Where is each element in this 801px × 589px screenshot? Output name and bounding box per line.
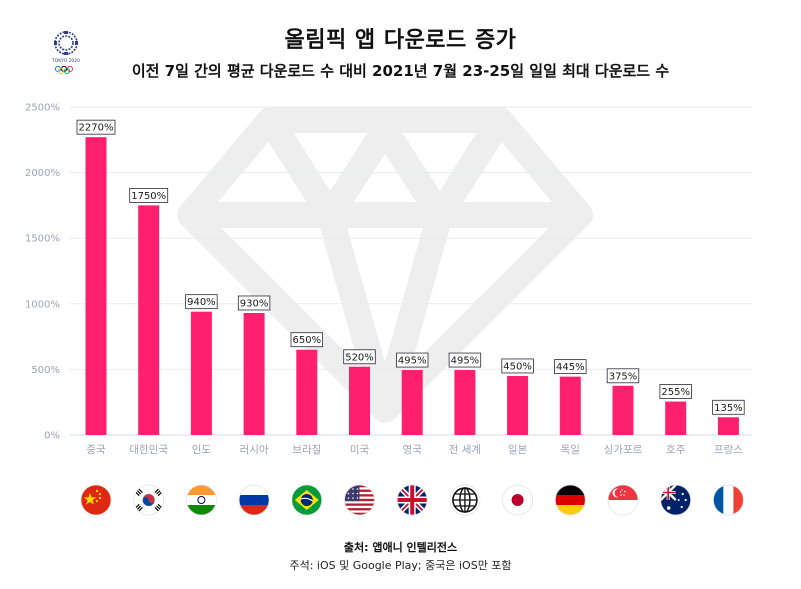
south-korea-flag-icon [133,485,164,515]
data-label-box [185,294,218,310]
india-flag-icon [186,485,217,515]
logo-text: TOKYO 2020 [51,59,80,64]
data-labels: 2270% 1750% 940% 930% 650% 520% 495% 495% 450% 44… [76,119,745,415]
x-tick-label: 미국 [350,444,370,456]
singapore-flag-icon [608,485,638,515]
bar [454,370,476,435]
data-label: 375% [606,368,640,384]
y-tick-label: 0% [44,431,60,442]
china-flag-icon [81,485,111,515]
bar [296,349,318,435]
y-tick-label: 1000% [25,299,60,310]
x-tick-label: 러시아 [240,444,269,456]
x-tick-label: 전 세계 [449,444,481,456]
data-label-text: 445% [556,362,585,373]
bar [138,205,160,435]
y-tick-label: 2500% [25,103,60,114]
x-tick-label: 프랑스 [714,444,743,456]
watermark-diamond [177,107,593,423]
x-tick-label: 싱가포르 [604,444,643,456]
data-label-box [129,187,169,203]
x-tick-label: 인도 [192,444,212,456]
x-tick-label: 브라질 [292,444,321,456]
bar [349,366,370,435]
source-text: 출처: 앱애니 인텔리전스 [343,541,458,554]
data-label: 450% [501,358,534,374]
data-label-box [237,295,271,311]
bar [243,312,265,435]
data-label-text: 495% [451,356,480,367]
x-tick-label: 호주 [666,444,686,456]
bar [401,370,423,435]
data-label-box [343,349,376,365]
data-label-text: 650% [293,335,322,346]
chart-title: 올림픽 앱 다운로드 증가 [284,28,517,53]
data-label: 135% [712,399,745,415]
globe-icon [449,485,480,515]
x-tick-label: 일본 [508,443,528,456]
japan-flag-icon [502,485,533,515]
x-axis: 중국 대한민국 인도 러시아 브라질 미국 영국 전 세계 일본 독일 싱가포르 호주 프랑스 [86,443,743,456]
data-label-box [76,119,116,135]
x-tick-label: 중국 [86,444,106,456]
data-label: 520% [343,349,376,365]
brazil-flag-icon [291,485,322,515]
x-tick-label: 영국 [403,444,423,456]
bar [190,311,212,435]
bar [612,385,634,435]
y-tick-label: 2000% [25,168,60,179]
x-tick-label: 대한민국 [129,444,168,456]
country-flags [80,484,744,516]
data-label-text: 450% [503,361,532,372]
data-label: 930% [237,295,271,311]
uk-flag-icon [397,485,428,515]
data-label: 495% [395,352,429,368]
data-label-box [501,358,534,374]
data-label: 445% [554,359,587,375]
data-label-text: 135% [714,403,743,414]
data-label-text: 940% [187,297,216,308]
bar-chart: 0% 500% 1000% 1500% 2000% 2500% 2270% 1750% 940… [25,103,752,516]
data-label-text: 375% [609,371,638,382]
data-label: 2270% [76,119,116,135]
data-label-box [448,352,482,368]
data-label: 495% [448,352,482,368]
note-text: 주석: iOS 및 Google Play; 중국은 iOS만 포함 [289,559,512,572]
data-label: 650% [290,332,324,348]
data-label-box [290,332,324,348]
bar [85,137,107,435]
data-label-text: 2270% [79,123,114,134]
germany-flag-icon [555,485,586,515]
data-label: 940% [185,294,218,310]
data-label: 255% [659,384,692,399]
tokyo-2020-logo: TOKYO 2020 [48,30,84,74]
data-label-text: 1750% [131,191,166,202]
data-label-box [554,359,587,375]
watermark-facets [190,113,580,414]
data-label-box [659,384,692,399]
bar [717,417,739,435]
data-label-text: 255% [661,387,690,398]
bar [559,376,581,435]
data-label: 1750% [129,187,169,203]
chart-subtitle: 이전 7일 간의 평균 다운로드 수 대비 2021년 7월 23-25일 일일… [131,62,670,80]
y-axis: 0% 500% 1000% 1500% 2000% 2500% [25,103,60,442]
bars [85,137,739,435]
russia-flag-icon [239,485,270,515]
france-flag-icon [713,485,744,515]
data-label-text: 930% [240,298,269,309]
y-tick-label: 1500% [25,234,60,245]
data-label-box [395,352,429,368]
data-label-box [606,368,640,384]
bar [507,375,529,435]
data-label-box [712,399,745,415]
x-tick-label: 독일 [561,443,580,456]
y-tick-label: 500% [31,365,60,376]
data-label-text: 520% [345,352,374,363]
bar [665,401,687,435]
data-label-text: 495% [398,356,427,367]
grid-lines [70,106,752,436]
watermark-outline [177,107,593,423]
